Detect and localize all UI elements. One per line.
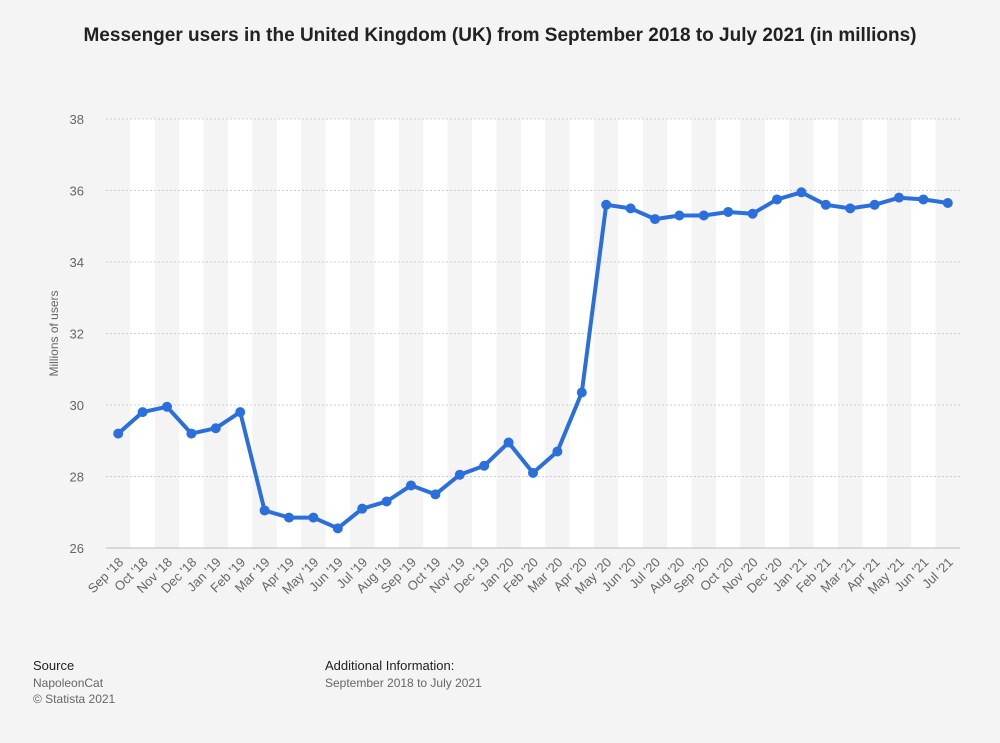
source-heading: Source: [33, 658, 75, 673]
data-point: [210, 423, 221, 434]
data-point: [674, 210, 685, 221]
y-tick-label: 28: [70, 470, 84, 485]
additional-info-heading: Additional Information:: [325, 658, 455, 673]
data-point: [503, 437, 514, 448]
data-point: [137, 407, 148, 418]
data-point: [162, 401, 172, 412]
data-point: [381, 496, 392, 507]
data-point: [820, 199, 831, 210]
data-point: [259, 505, 270, 516]
column-band: [472, 119, 497, 548]
y-tick-label: 26: [70, 541, 84, 556]
data-point: [235, 407, 246, 418]
data-point: [284, 512, 294, 523]
data-point: [650, 214, 660, 225]
column-band: [813, 119, 838, 548]
data-point: [796, 187, 807, 198]
y-tick-label: 38: [70, 112, 84, 127]
column-band: [520, 119, 546, 548]
data-point: [698, 210, 709, 221]
data-point: [723, 206, 734, 217]
source-name: NapoleonCat: [33, 676, 104, 690]
column-band: [764, 119, 790, 548]
y-tick-label: 32: [70, 327, 84, 342]
data-point: [772, 194, 782, 205]
chart-title: Messenger users in the United Kingdom (U…: [83, 25, 917, 46]
column-band: [716, 119, 741, 548]
data-point: [479, 460, 490, 471]
y-tick-label: 36: [70, 184, 84, 199]
data-point: [430, 489, 441, 500]
data-point: [186, 428, 197, 439]
data-point: [454, 469, 465, 480]
data-point: [357, 503, 368, 514]
data-point: [601, 199, 612, 210]
data-point: [308, 512, 319, 523]
data-point: [747, 208, 758, 219]
copyright: © Statista 2021: [33, 692, 116, 706]
data-point: [332, 523, 343, 534]
column-band: [325, 119, 350, 548]
data-point: [918, 194, 929, 205]
column-band: [228, 119, 253, 548]
y-axis-title: Millions of users: [47, 290, 61, 376]
data-point: [113, 428, 124, 439]
data-point: [625, 203, 636, 214]
additional-info-text: September 2018 to July 2021: [325, 676, 482, 690]
data-point: [869, 199, 880, 210]
y-tick-label: 30: [70, 398, 84, 413]
data-point: [942, 198, 953, 209]
data-point: [406, 480, 416, 491]
column-band: [276, 119, 302, 548]
y-tick-label: 34: [70, 255, 84, 270]
data-point: [552, 446, 563, 457]
data-point: [576, 387, 587, 398]
data-point: [894, 192, 904, 203]
data-point: [845, 203, 856, 214]
data-point: [528, 467, 538, 478]
